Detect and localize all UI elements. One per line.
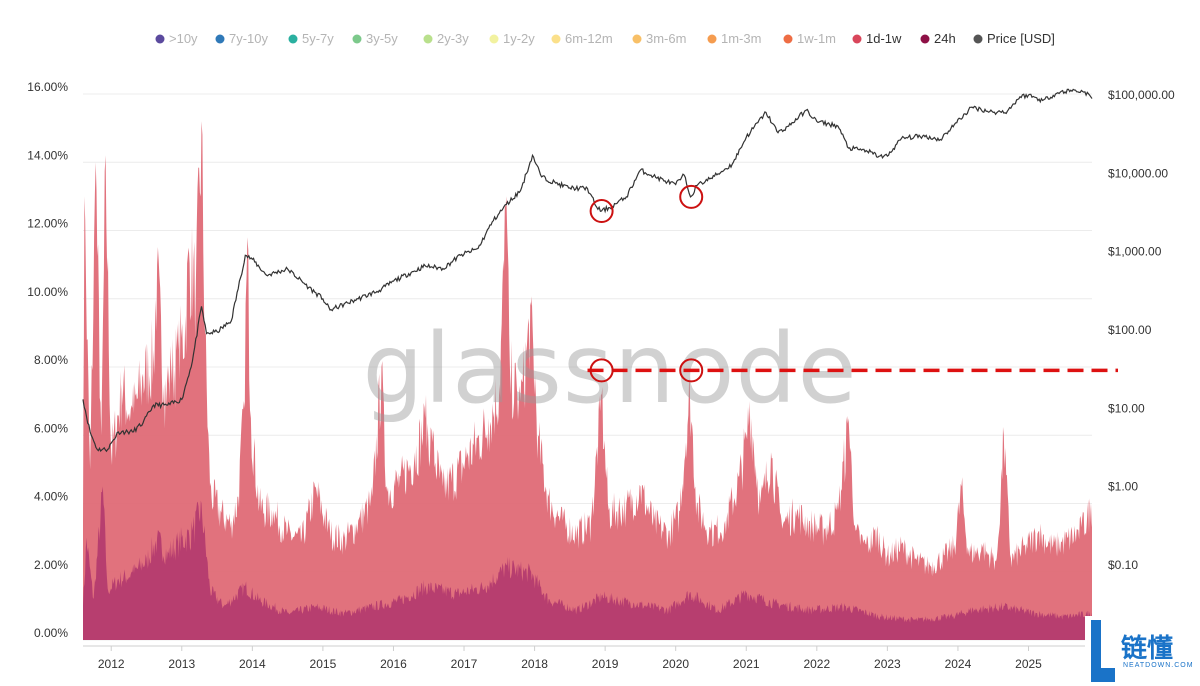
- y-left-tick-5: 10.00%: [27, 285, 68, 299]
- y-left-tick-2: 4.00%: [34, 490, 68, 504]
- legend-swatch-2: [288, 34, 298, 44]
- legend-swatch-0: [155, 34, 165, 44]
- legend-label-0: >10y: [169, 31, 198, 46]
- y-right-tick-5: $10,000.00: [1108, 166, 1168, 180]
- y-right-tick-0: $0.10: [1108, 558, 1138, 572]
- y-right-tick-6: $100,000.00: [1108, 88, 1175, 102]
- y-axis-left: 0.00% 2.00% 4.00% 6.00% 8.00% 10.00% 12.00% 14.…: [27, 80, 68, 640]
- legend-swatch-7: [632, 34, 642, 44]
- x-tick-10: 2022: [803, 657, 830, 671]
- annotation-circle-3: [679, 358, 704, 383]
- annotations: [589, 184, 704, 383]
- legend-label-8: 1m-3m: [721, 31, 761, 46]
- price-line: [82, 88, 1093, 453]
- logo-l-icon: [1091, 620, 1115, 682]
- legend-label-10: 1d-1w: [866, 31, 902, 46]
- x-tick-7: 2019: [592, 657, 619, 671]
- legend-label-9: 1w-1m: [797, 31, 836, 46]
- annotation-circle-1: [679, 184, 704, 209]
- y-left-tick-8: 16.00%: [27, 80, 68, 94]
- x-tick-5: 2017: [451, 657, 478, 671]
- legend-label-5: 1y-2y: [503, 31, 535, 46]
- legend-swatch-10: [852, 34, 862, 44]
- legend-swatch-8: [707, 34, 717, 44]
- logo-text-en: NEATDOWN.COM: [1123, 662, 1194, 669]
- legend-label-4: 2y-3y: [437, 31, 469, 46]
- x-tick-13: 2025: [1015, 657, 1042, 671]
- y-left-tick-7: 14.00%: [27, 148, 68, 162]
- x-tick-2: 2014: [239, 657, 266, 671]
- y-right-tick-3: $100.00: [1108, 323, 1152, 337]
- legend-swatch-3: [352, 34, 362, 44]
- legend-swatch-9: [783, 34, 793, 44]
- legend-label-7: 3m-6m: [646, 31, 686, 46]
- x-tick-9: 2021: [733, 657, 760, 671]
- legend-label-2: 5y-7y: [302, 31, 334, 46]
- legend-swatch-12: [973, 34, 983, 44]
- legend-label-12: Price [USD]: [987, 31, 1055, 46]
- y-right-tick-4: $1,000.00: [1108, 245, 1162, 259]
- legend-swatch-6: [551, 34, 561, 44]
- y-right-tick-1: $1.00: [1108, 480, 1138, 494]
- brand-logo: 链懂 NEATDOWN.COM: [1085, 616, 1200, 686]
- y-left-tick-3: 6.00%: [34, 421, 68, 435]
- x-tick-12: 2024: [945, 657, 972, 671]
- legend-label-1: 7y-10y: [229, 31, 269, 46]
- annotation-circle-2: [589, 358, 614, 383]
- legend-swatch-11: [920, 34, 930, 44]
- legend-label-11: 24h: [934, 31, 956, 46]
- x-tick-1: 2013: [168, 657, 195, 671]
- area-24h: [83, 486, 1092, 640]
- legend-swatch-1: [215, 34, 225, 44]
- area-series: [83, 121, 1092, 641]
- x-tick-4: 2016: [380, 657, 407, 671]
- watermark: glassnode: [362, 313, 857, 425]
- legend: >10y 7y-10y 5y-7y 3y-5y 2y-3y 1y-2y 6m-12m 3m-6…: [155, 31, 1055, 46]
- legend-swatch-4: [423, 34, 433, 44]
- y-left-tick-1: 2.00%: [34, 558, 68, 572]
- y-left-tick-6: 12.00%: [27, 217, 68, 231]
- y-axis-right: $0.10 $1.00 $10.00 $100.00 $1,000.00 $10,000.…: [1108, 88, 1175, 572]
- x-tick-0: 2012: [98, 657, 125, 671]
- x-tick-8: 2020: [662, 657, 689, 671]
- x-tick-11: 2023: [874, 657, 901, 671]
- legend-label-6: 6m-12m: [565, 31, 613, 46]
- y-left-tick-0: 0.00%: [34, 626, 68, 640]
- x-axis: 2012 2013 2014 2015 2016 2017 2018 2019 2020 2021…: [83, 645, 1092, 671]
- y-left-tick-4: 8.00%: [34, 353, 68, 367]
- area-1d-1w: [83, 121, 1092, 641]
- legend-swatch-5: [489, 34, 499, 44]
- price-series: [82, 88, 1093, 453]
- x-tick-3: 2015: [310, 657, 337, 671]
- y-right-tick-2: $10.00: [1108, 401, 1145, 415]
- annotation-circle-0: [589, 199, 614, 224]
- logo-text-cn: 链懂: [1121, 634, 1174, 664]
- legend-label-3: 3y-5y: [366, 31, 398, 46]
- x-tick-6: 2018: [521, 657, 548, 671]
